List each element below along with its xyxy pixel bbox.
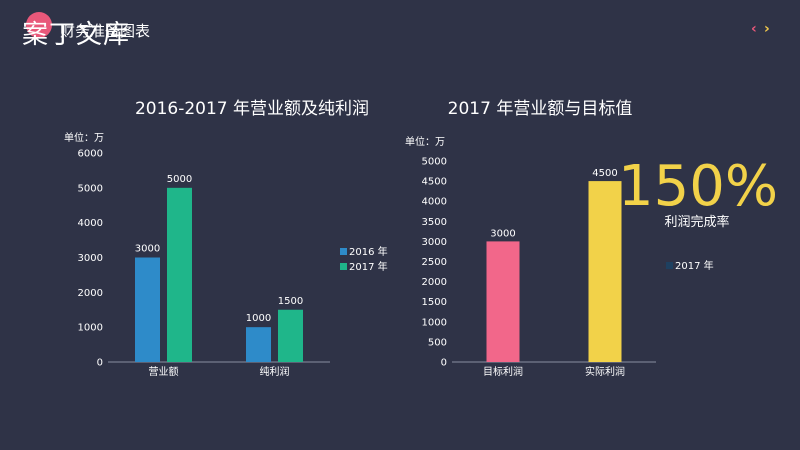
chart2-title: 2017 年营业额与目标值 — [448, 99, 633, 119]
chart1-data-label: 5000 — [167, 174, 192, 185]
chart2-legend-label: 2017 年 — [675, 259, 714, 272]
chart2-category-label: 目标利润 — [483, 365, 523, 378]
chart2-bar — [486, 241, 520, 362]
completion-rate-value: 150% — [618, 154, 778, 219]
chart2-marks: 0 500 1000 1500 2000 2500 3000 3500 4000 4500 5000… — [422, 157, 714, 379]
chart1-legend-swatch — [340, 263, 347, 270]
chart1-y-tick-label: 1000 — [78, 323, 103, 334]
chart2-category-label: 实际利润 — [585, 365, 625, 378]
chart1-bar — [135, 257, 160, 362]
chart2-y-tick-label: 0 — [441, 358, 447, 369]
prev-arrow-icon[interactable]: ‹ — [751, 21, 757, 37]
chart2-y-tick-label: 5000 — [422, 157, 447, 168]
logo-circle-icon — [26, 12, 52, 38]
chart2-y-tick-label: 3000 — [422, 237, 447, 248]
slide-header: 案丁文库 财务准备图表 ‹ › — [0, 0, 800, 56]
chart1-title: 2016-2017 年营业额及纯利润 — [135, 99, 369, 119]
completion-rate-label: 利润完成率 — [664, 214, 729, 230]
chart1-marks: 0 1000 2000 3000 4000 5000 6000 3000 5000 营业额 1000… — [78, 149, 388, 379]
chart2-y-tick-label: 2000 — [422, 277, 447, 288]
chart2-data-label: 3000 — [490, 228, 515, 239]
chart1-legend-swatch — [340, 248, 347, 255]
chart2-legend-swatch — [666, 262, 673, 269]
chart1-data-label: 3000 — [135, 244, 160, 255]
chart1-legend-label: 2016 年 — [349, 245, 388, 258]
next-arrow-icon[interactable]: › — [764, 21, 770, 37]
chart2-unit-label: 单位：万 — [405, 135, 445, 148]
chart2-bar — [588, 181, 622, 362]
chart1-y-tick-label: 4000 — [78, 218, 103, 229]
chart1-bar — [167, 187, 192, 362]
chart2-y-tick-label: 500 — [428, 337, 447, 348]
chart1-unit-label: 单位：万 — [64, 131, 104, 144]
chart1-bar — [278, 309, 303, 362]
chart1-y-tick-label: 2000 — [78, 288, 103, 299]
chart2-y-tick-label: 1000 — [422, 317, 447, 328]
chart2-y-tick-label: 4500 — [422, 177, 447, 188]
chart2-y-tick-label: 4000 — [422, 197, 447, 208]
chart1-legend-label: 2017 年 — [349, 260, 388, 273]
chart1-y-tick-label: 5000 — [78, 183, 103, 194]
chart2-y-tick-label: 1500 — [422, 297, 447, 308]
chart1-category-label: 营业额 — [149, 365, 179, 378]
chart1-category-label: 纯利润 — [260, 365, 290, 378]
chart2-data-label: 4500 — [592, 168, 617, 179]
chart2-y-tick-label: 3500 — [422, 217, 447, 228]
chart1-y-tick-label: 3000 — [78, 253, 103, 264]
chart2-y-tick-label: 2500 — [422, 257, 447, 268]
chart1-bar — [246, 327, 271, 362]
page-title: 财务准备图表 — [60, 22, 151, 40]
chart1-data-label: 1500 — [278, 296, 303, 307]
chart1-y-tick-label: 0 — [97, 358, 103, 369]
chart1-data-label: 1000 — [246, 313, 271, 324]
watermark-text: 案丁文库 — [22, 20, 131, 50]
chart1-y-tick-label: 6000 — [78, 149, 103, 160]
